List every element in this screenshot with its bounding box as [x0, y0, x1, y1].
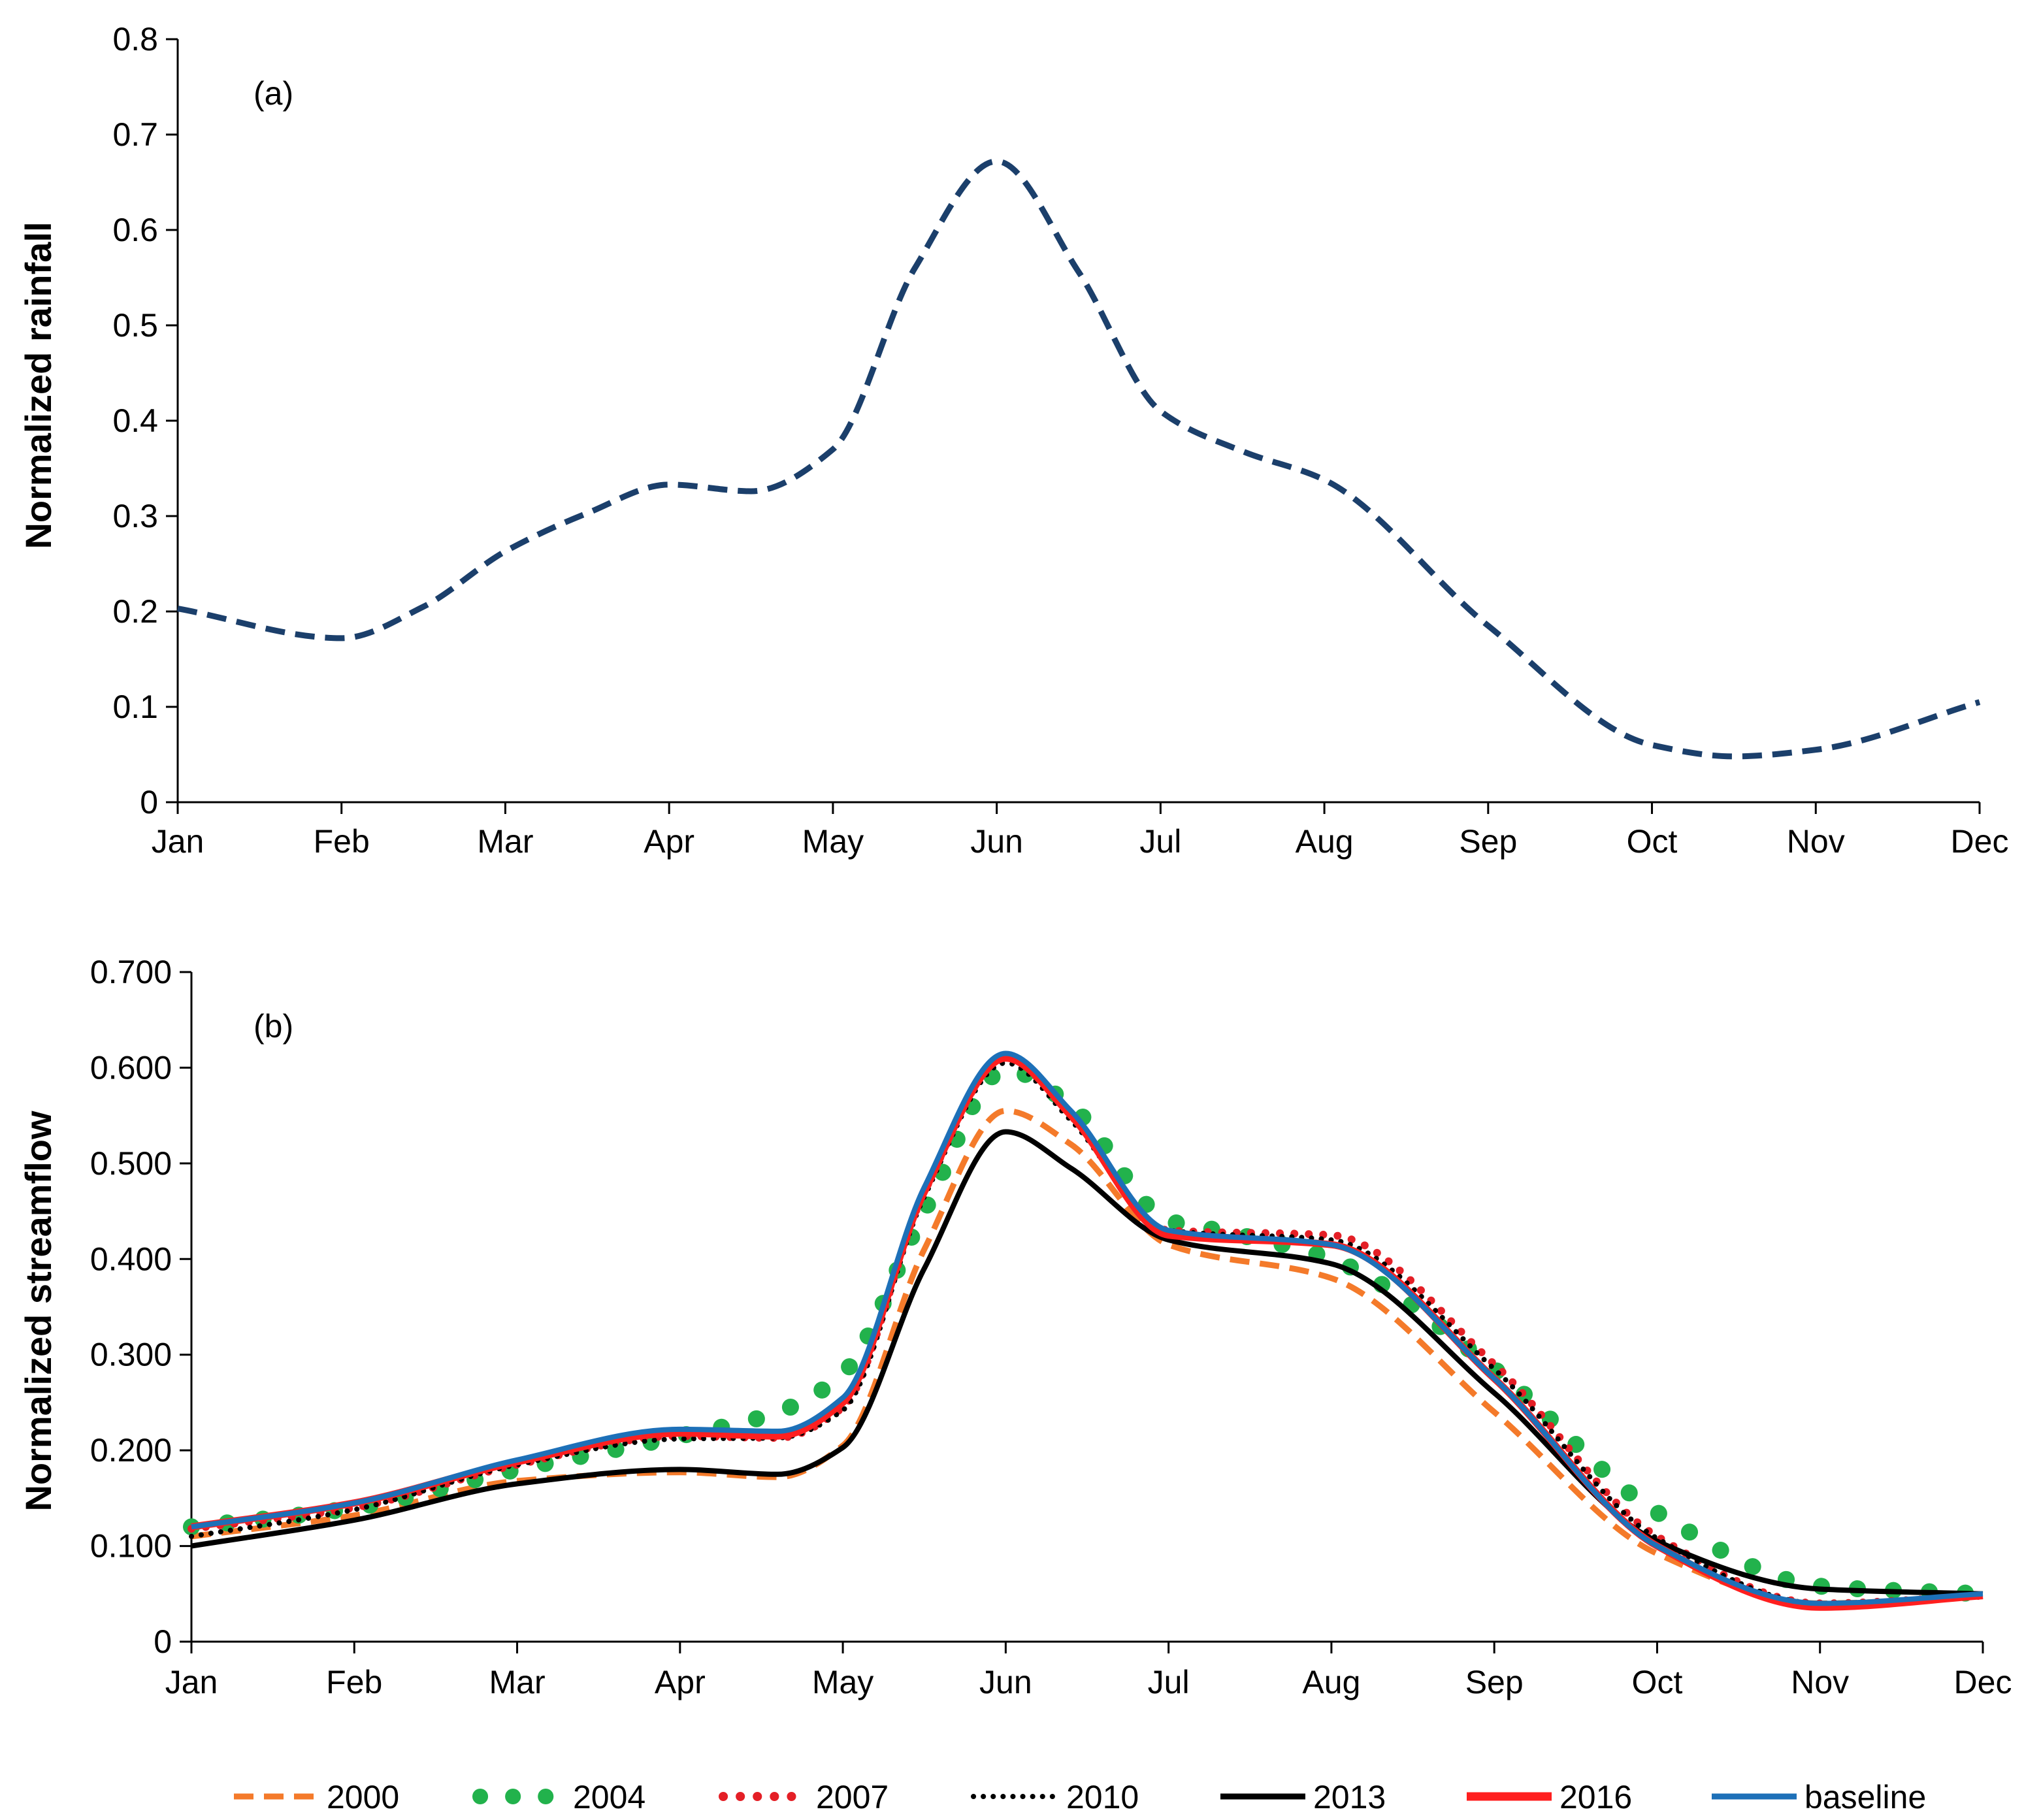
panel-b-month-label: Sep: [1465, 1664, 1524, 1700]
panel-a-month-label: Nov: [1787, 823, 1845, 860]
panel-b-y-tick-label: 0.200: [90, 1432, 172, 1469]
legend: 2000 2004 2007 2010 2013 2016 baseline: [234, 1779, 1926, 1815]
panel-b-y-axis-title: Normalized streamflow: [18, 1111, 59, 1511]
panel-a-month-label: Dec: [1951, 823, 2009, 860]
panel-a-month-label: Jul: [1139, 823, 1181, 860]
series-2013-line: [191, 1129, 1983, 1597]
panel-b-y-tick-label: 0.600: [90, 1049, 172, 1086]
panel-a-y-tick-label: 0.3: [112, 498, 158, 534]
series-rainfall-line: [177, 158, 1981, 760]
panel-a-month-label: Mar: [477, 823, 533, 860]
panel-a-month-label: Aug: [1296, 823, 1354, 860]
panel-a-y-tick-label: 0.5: [112, 307, 158, 344]
panel-b-month-label: Dec: [1954, 1664, 2012, 1700]
series-2010-line: [189, 1060, 1985, 1606]
panel-a-y-tick-label: 0.4: [112, 402, 158, 439]
panel-b-y-tick-label: 0: [154, 1623, 172, 1660]
panel-b-month-label: Oct: [1632, 1664, 1683, 1700]
legend-label-2000: 2000: [327, 1779, 399, 1815]
panel-a-month-label: May: [802, 823, 864, 860]
panel-b-month-label: May: [812, 1664, 873, 1700]
panel-a-y-tick-label: 0.1: [112, 689, 158, 725]
panel-a-y-tick-label: 0.2: [112, 593, 158, 630]
panel-a-y-tick-label: 0.6: [112, 212, 158, 248]
series-baseline-line: [191, 1050, 1983, 1606]
streamflow-panel: (b) Normalized streamflow 0 0.100 0.200 0.3…: [18, 954, 2012, 1700]
panel-a-y-axis-title: Normalized rainfall: [18, 221, 59, 549]
legend-label-2010: 2010: [1066, 1779, 1139, 1815]
legend-label-2004: 2004: [573, 1779, 645, 1815]
panel-b-month-label: Apr: [655, 1664, 706, 1700]
rainfall-panel: (a) Normalized rainfall 0 0.1 0.2 0.3 0.4 0.5…: [18, 21, 2008, 860]
panel-b-month-label: Jul: [1148, 1664, 1190, 1700]
panel-b-month-label: Jan: [165, 1664, 218, 1700]
series-2016-line: [191, 1054, 1983, 1611]
panel-a-month-label: Jan: [152, 823, 204, 860]
panel-a-y-tick-label: 0.7: [112, 116, 158, 153]
legend-label-baseline: baseline: [1804, 1779, 1926, 1815]
panel-a-month-label: Jun: [970, 823, 1023, 860]
panel-b-y-tick-label: 0.700: [90, 954, 172, 990]
panel-b-month-label: Nov: [1791, 1664, 1849, 1700]
panel-b-y-tick-label: 0.500: [90, 1145, 172, 1182]
panel-b-y-tick-label: 0.300: [90, 1337, 172, 1373]
panel-a-month-label: Feb: [314, 823, 370, 860]
series-2000-line: [191, 1107, 1983, 1606]
legend-label-2013: 2013: [1313, 1779, 1386, 1815]
panel-a-y-tick-label: 0.8: [112, 21, 158, 57]
panel-b-y-tick-label: 0.400: [90, 1241, 172, 1277]
panel-b-tag: (b): [253, 1008, 293, 1045]
panel-a-y-tick-label: 0: [140, 784, 158, 821]
panel-a-month-label: Oct: [1627, 823, 1678, 860]
panel-b-month-label: Mar: [489, 1664, 545, 1700]
panel-a-month-label: Sep: [1459, 823, 1517, 860]
panel-a-month-label: Apr: [644, 823, 694, 860]
legend-label-2016: 2016: [1559, 1779, 1632, 1815]
panel-b-y-tick-label: 0.100: [90, 1528, 172, 1565]
panel-b-month-label: Feb: [326, 1664, 382, 1700]
panel-b-month-label: Aug: [1302, 1664, 1360, 1700]
panel-b-month-label: Jun: [979, 1664, 1032, 1700]
series-2004-line: [183, 1061, 1991, 1602]
panel-a-tag: (a): [253, 75, 293, 112]
legend-label-2007: 2007: [816, 1779, 889, 1815]
